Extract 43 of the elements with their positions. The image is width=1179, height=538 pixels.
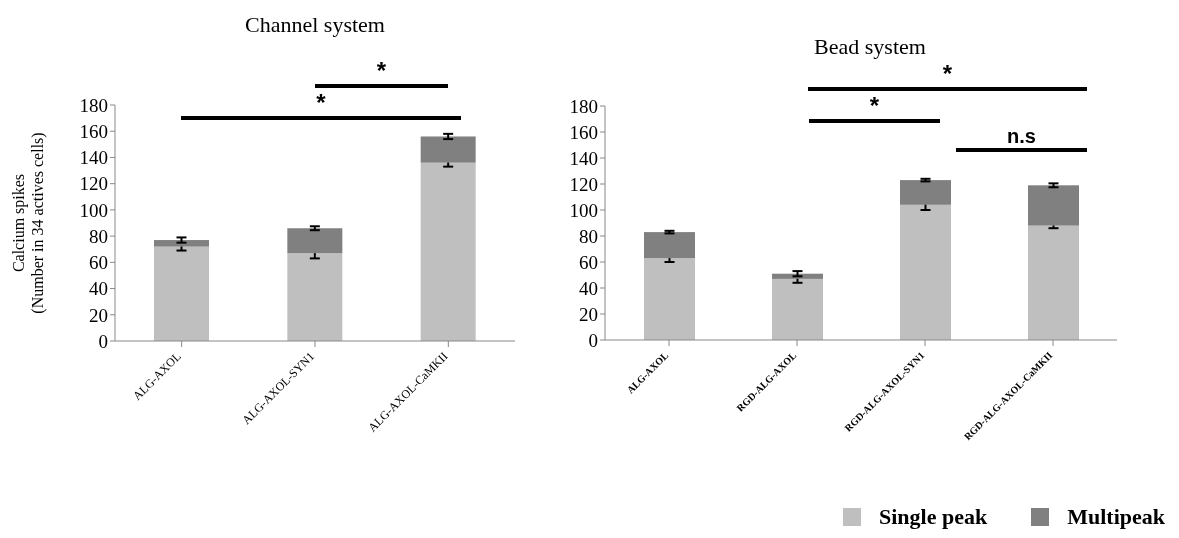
- y-tick-label: 140: [569, 147, 598, 169]
- bar: [154, 240, 209, 247]
- annotation: *: [869, 92, 880, 119]
- text: *: [942, 60, 953, 87]
- bar: [900, 180, 951, 205]
- bar: [287, 253, 343, 341]
- bar: [644, 258, 695, 340]
- bar: [644, 232, 695, 259]
- legend-label: Single peak: [879, 504, 988, 530]
- bar: [1028, 185, 1079, 226]
- legend-label: Multipeak: [1067, 504, 1165, 530]
- y-tick-label: 120: [79, 173, 108, 195]
- bar: [900, 204, 951, 340]
- bar: [154, 246, 209, 341]
- y-tick-label: 0: [98, 330, 108, 352]
- y-tick-label: 0: [588, 329, 598, 351]
- y-tick-label: 160: [569, 121, 598, 143]
- y-tick-label: 20: [579, 303, 598, 325]
- bar: [772, 278, 823, 340]
- y-tick-label: 40: [89, 278, 108, 300]
- y-tick-label: 60: [89, 252, 108, 274]
- chart-title: Channel system: [245, 12, 385, 37]
- y-tick-label: 100: [79, 199, 108, 221]
- bar: [287, 228, 343, 254]
- y-tick-label: 180: [79, 94, 108, 116]
- bar: [1028, 225, 1079, 340]
- bar: [420, 162, 476, 341]
- y-tick-label: 180: [569, 95, 598, 117]
- annotation: *: [316, 89, 327, 116]
- annotation: n.s: [1007, 125, 1036, 147]
- y-tick-label: 20: [89, 304, 108, 326]
- y-axis-title: Calcium spikes (Number in 34 actives cells): [10, 132, 47, 314]
- y-tick-label: 120: [569, 173, 598, 195]
- y-tick-label: 40: [579, 277, 598, 299]
- y-tick-label: 160: [79, 120, 108, 142]
- y-tick-label: 60: [579, 251, 598, 273]
- y-tick-label: 80: [579, 225, 598, 247]
- y-tick-label: 100: [569, 199, 598, 221]
- text: *: [376, 57, 387, 84]
- bar: [420, 136, 476, 163]
- y-tick-label: 140: [79, 147, 108, 169]
- y-tick-label: 80: [89, 225, 108, 247]
- chart-title: Bead system: [814, 34, 926, 59]
